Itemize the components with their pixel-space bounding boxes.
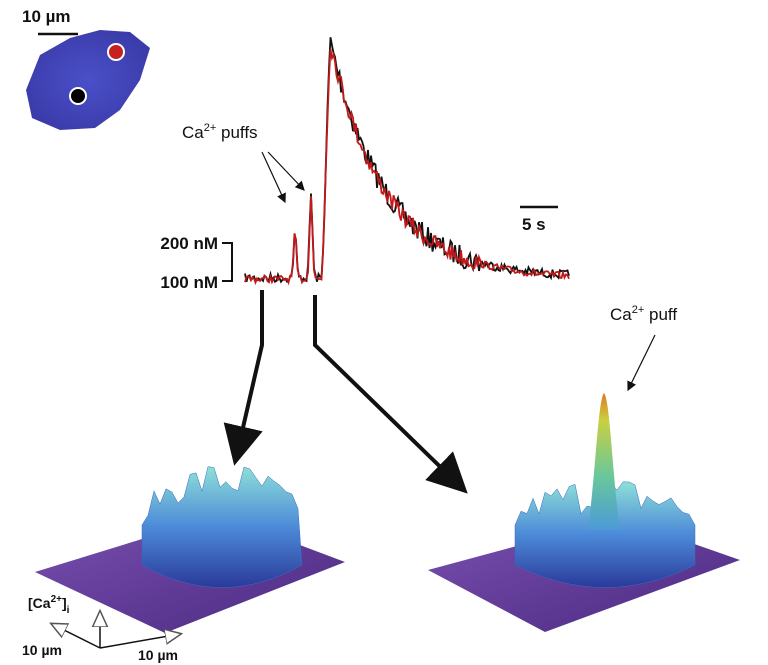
puffs-label: Ca2+ puffs xyxy=(182,122,258,142)
arrow xyxy=(627,334,656,392)
axis-x-label: 10 µm xyxy=(22,642,62,658)
arrow xyxy=(313,295,468,494)
conc-top: 200 nM xyxy=(160,234,218,253)
scale-label: 10 µm xyxy=(22,7,71,26)
arrow xyxy=(223,290,264,466)
puff-label: Ca2+ puff xyxy=(610,304,677,324)
arrow xyxy=(261,151,286,204)
surface-left xyxy=(35,466,345,633)
axis-z-label: [Ca2+]i xyxy=(28,594,70,616)
surface-right xyxy=(428,393,740,632)
axis-x xyxy=(52,624,101,649)
time-label: 5 s xyxy=(522,215,546,234)
conc-bottom: 100 nM xyxy=(160,273,218,292)
trace-red xyxy=(244,49,570,286)
cell-image xyxy=(26,30,150,130)
axis-y-label: 10 µm xyxy=(138,647,178,663)
arrow xyxy=(267,151,305,191)
conc-bar xyxy=(222,242,233,282)
axis-y xyxy=(99,634,180,649)
